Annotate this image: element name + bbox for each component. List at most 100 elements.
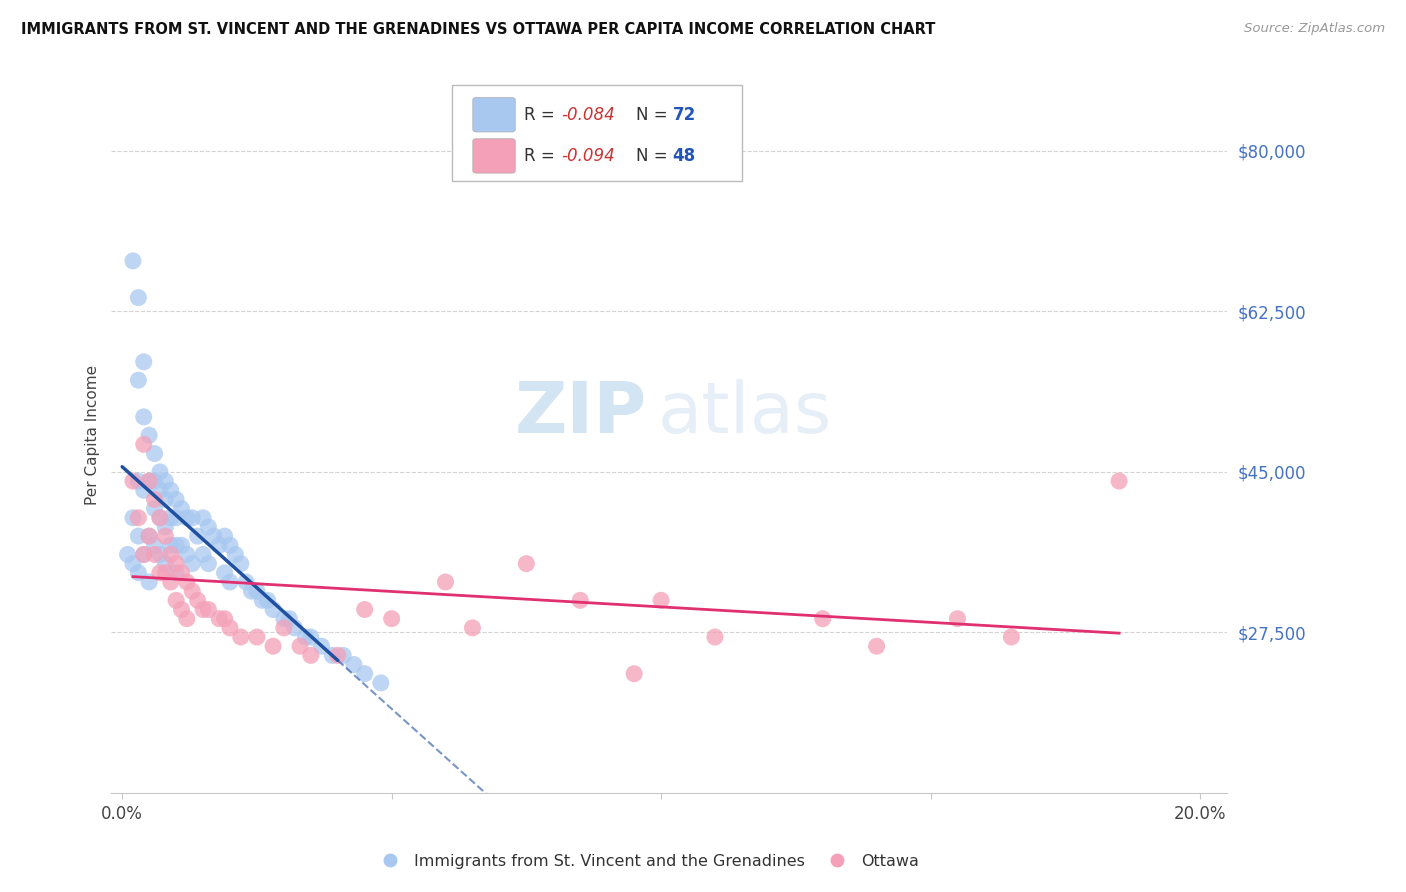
Point [381, 612, 404, 626]
Point [159, 548, 181, 562]
Point [170, 566, 193, 580]
Point [219, 621, 242, 635]
Point [214, 566, 236, 580]
Point [353, 666, 375, 681]
Text: R =: R = [524, 106, 560, 124]
Point [187, 529, 209, 543]
FancyBboxPatch shape [472, 139, 515, 173]
Point [208, 612, 231, 626]
Point [299, 630, 322, 644]
Point [235, 574, 257, 589]
Point [159, 483, 181, 498]
Point [165, 492, 187, 507]
Point [262, 602, 284, 616]
Text: IMMIGRANTS FROM ST. VINCENT AND THE GRENADINES VS OTTAWA PER CAPITA INCOME CORRE: IMMIGRANTS FROM ST. VINCENT AND THE GREN… [21, 22, 935, 37]
FancyBboxPatch shape [472, 97, 515, 132]
Point [122, 510, 145, 524]
Point [127, 291, 149, 305]
Point [176, 548, 198, 562]
Point [176, 574, 198, 589]
Text: Source: ZipAtlas.com: Source: ZipAtlas.com [1244, 22, 1385, 36]
Point [353, 602, 375, 616]
Point [191, 548, 214, 562]
Point [811, 612, 834, 626]
Point [127, 566, 149, 580]
Point [256, 593, 278, 607]
Point [143, 474, 166, 488]
Point [294, 630, 316, 644]
Point [321, 648, 343, 663]
Text: 72: 72 [672, 106, 696, 124]
Point [149, 483, 172, 498]
Point [132, 409, 155, 424]
Point [224, 548, 246, 562]
Point [117, 548, 139, 562]
Point [191, 510, 214, 524]
Point [181, 510, 204, 524]
Point [159, 510, 181, 524]
Point [187, 593, 209, 607]
Point [127, 474, 149, 488]
Point [515, 557, 537, 571]
Point [149, 548, 172, 562]
Point [202, 529, 225, 543]
Point [284, 621, 307, 635]
Point [262, 639, 284, 653]
Point [569, 593, 592, 607]
Point [143, 492, 166, 507]
Point [143, 501, 166, 516]
Legend: Immigrants from St. Vincent and the Grenadines, Ottawa: Immigrants from St. Vincent and the Gren… [368, 847, 925, 875]
Point [273, 621, 295, 635]
Point [219, 574, 242, 589]
Point [176, 510, 198, 524]
Point [176, 612, 198, 626]
Point [122, 254, 145, 268]
Point [181, 557, 204, 571]
Point [165, 557, 187, 571]
Point [122, 557, 145, 571]
Point [246, 630, 269, 644]
Point [170, 602, 193, 616]
Text: N =: N = [636, 147, 672, 165]
Point [214, 529, 236, 543]
Point [370, 676, 392, 690]
Point [191, 602, 214, 616]
Point [197, 557, 219, 571]
Text: R =: R = [524, 147, 560, 165]
Point [434, 574, 457, 589]
Point [155, 566, 177, 580]
Point [229, 557, 252, 571]
Point [197, 520, 219, 534]
Point [132, 483, 155, 498]
Point [288, 639, 311, 653]
Point [1000, 630, 1022, 644]
FancyBboxPatch shape [451, 85, 741, 181]
Point [159, 574, 181, 589]
Point [229, 630, 252, 644]
Point [165, 510, 187, 524]
Point [214, 612, 236, 626]
Point [865, 639, 887, 653]
Point [170, 501, 193, 516]
Point [197, 602, 219, 616]
Point [149, 510, 172, 524]
Point [946, 612, 969, 626]
Point [143, 446, 166, 460]
Point [461, 621, 484, 635]
Point [155, 474, 177, 488]
Point [155, 520, 177, 534]
Point [650, 593, 672, 607]
Point [240, 584, 263, 599]
Point [165, 538, 187, 552]
Point [165, 593, 187, 607]
Text: N =: N = [636, 106, 672, 124]
Point [170, 538, 193, 552]
Y-axis label: Per Capita Income: Per Capita Income [86, 365, 100, 505]
Point [132, 355, 155, 369]
Point [138, 529, 160, 543]
Point [143, 538, 166, 552]
Point [165, 566, 187, 580]
Point [278, 612, 301, 626]
Point [149, 465, 172, 479]
Point [332, 648, 354, 663]
